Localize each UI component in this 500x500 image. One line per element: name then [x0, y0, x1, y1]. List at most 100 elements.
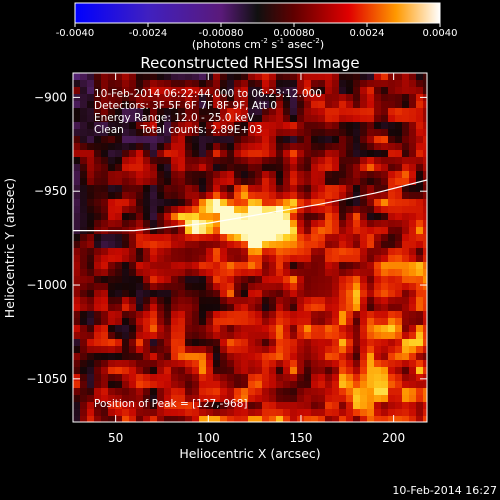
heatmap-pixel	[157, 325, 165, 333]
heatmap-pixel	[94, 80, 102, 88]
heatmap-pixel	[129, 402, 137, 410]
heatmap-pixel	[297, 192, 305, 200]
heatmap-pixel	[220, 367, 228, 375]
heatmap-pixel	[311, 409, 319, 417]
heatmap-pixel	[374, 318, 382, 326]
heatmap-pixel	[143, 157, 151, 165]
heatmap-pixel	[227, 234, 235, 242]
heatmap-pixel	[94, 192, 102, 200]
heatmap-pixel	[136, 80, 144, 88]
heatmap-pixel	[157, 269, 165, 277]
heatmap-pixel	[234, 353, 242, 361]
heatmap-pixel	[332, 262, 340, 270]
heatmap-pixel	[402, 136, 410, 144]
heatmap-pixel	[87, 115, 95, 123]
heatmap-pixel	[416, 87, 424, 95]
heatmap-pixel	[73, 185, 81, 193]
heatmap-pixel	[108, 346, 116, 354]
heatmap-pixel	[129, 297, 137, 305]
heatmap-pixel	[87, 353, 95, 361]
heatmap-pixel	[311, 416, 319, 422]
heatmap-pixel	[73, 409, 81, 417]
heatmap-pixel	[423, 332, 427, 340]
heatmap-pixel	[150, 101, 158, 109]
heatmap-pixel	[80, 213, 88, 221]
x-axis-label: Heliocentric X (arcsec)	[179, 446, 320, 461]
colorbar	[74, 2, 441, 24]
heatmap-pixel	[80, 311, 88, 319]
heatmap-pixel	[402, 115, 410, 123]
heatmap-pixel	[115, 346, 123, 354]
heatmap-pixel	[374, 213, 382, 221]
heatmap-pixel	[360, 276, 368, 284]
heatmap-pixel	[101, 255, 109, 263]
heatmap-pixel	[381, 283, 389, 291]
heatmap-pixel	[143, 360, 151, 368]
heatmap-pixel	[185, 234, 193, 242]
heatmap-pixel	[206, 192, 214, 200]
heatmap-pixel	[80, 185, 88, 193]
heatmap-pixel	[353, 269, 361, 277]
heatmap-pixel	[171, 213, 179, 221]
heatmap-pixel	[318, 157, 326, 165]
heatmap-pixel	[164, 185, 172, 193]
heatmap-pixel	[353, 304, 361, 312]
heatmap-pixel	[227, 381, 235, 389]
heatmap-pixel	[157, 101, 165, 109]
heatmap-pixel	[73, 402, 81, 410]
heatmap-pixel	[248, 318, 256, 326]
heatmap-pixel	[255, 129, 263, 137]
heatmap-pixel	[339, 150, 347, 158]
heatmap-pixel	[367, 227, 375, 235]
heatmap-pixel	[150, 311, 158, 319]
heatmap-pixel	[157, 283, 165, 291]
heatmap-pixel	[87, 80, 95, 88]
heatmap-pixel	[199, 122, 207, 130]
heatmap-pixel	[255, 234, 263, 242]
heatmap-pixel	[374, 269, 382, 277]
heatmap-pixel	[332, 143, 340, 151]
heatmap-pixel	[213, 409, 221, 417]
heatmap-pixel	[220, 213, 228, 221]
heatmap-pixel	[255, 304, 263, 312]
heatmap-pixel	[234, 416, 242, 422]
heatmap-pixel	[339, 290, 347, 298]
heatmap-pixel	[248, 255, 256, 263]
heatmap-pixel	[262, 374, 270, 382]
heatmap-pixel	[374, 80, 382, 88]
heatmap-pixel	[332, 87, 340, 95]
heatmap-pixel	[360, 311, 368, 319]
heatmap-pixel	[171, 325, 179, 333]
heatmap-pixel	[115, 395, 123, 403]
heatmap-pixel	[339, 339, 347, 347]
heatmap-pixel	[101, 143, 109, 151]
heatmap-pixel	[395, 325, 403, 333]
heatmap-pixel	[269, 409, 277, 417]
heatmap-pixel	[325, 388, 333, 396]
heatmap-pixel	[164, 388, 172, 396]
heatmap-pixel	[101, 304, 109, 312]
heatmap-pixel	[374, 346, 382, 354]
heatmap-pixel	[339, 108, 347, 116]
heatmap-pixel	[346, 115, 354, 123]
heatmap-pixel	[157, 248, 165, 256]
heatmap-pixel	[395, 353, 403, 361]
heatmap-pixel	[395, 192, 403, 200]
heatmap-pixel	[290, 304, 298, 312]
heatmap-pixel	[276, 353, 284, 361]
heatmap-pixel	[157, 178, 165, 186]
heatmap-pixel	[101, 367, 109, 375]
heatmap-pixel	[150, 178, 158, 186]
heatmap-pixel	[290, 80, 298, 88]
heatmap-pixel	[234, 255, 242, 263]
heatmap-pixel	[339, 367, 347, 375]
heatmap-pixel	[122, 409, 130, 417]
heatmap-pixel	[346, 388, 354, 396]
heatmap-pixel	[269, 325, 277, 333]
heatmap-pixel	[87, 262, 95, 270]
heatmap-pixel	[367, 94, 375, 102]
heatmap-pixel	[269, 353, 277, 361]
heatmap-pixel	[297, 283, 305, 291]
heatmap-pixel	[192, 220, 200, 228]
heatmap-pixel	[304, 304, 312, 312]
